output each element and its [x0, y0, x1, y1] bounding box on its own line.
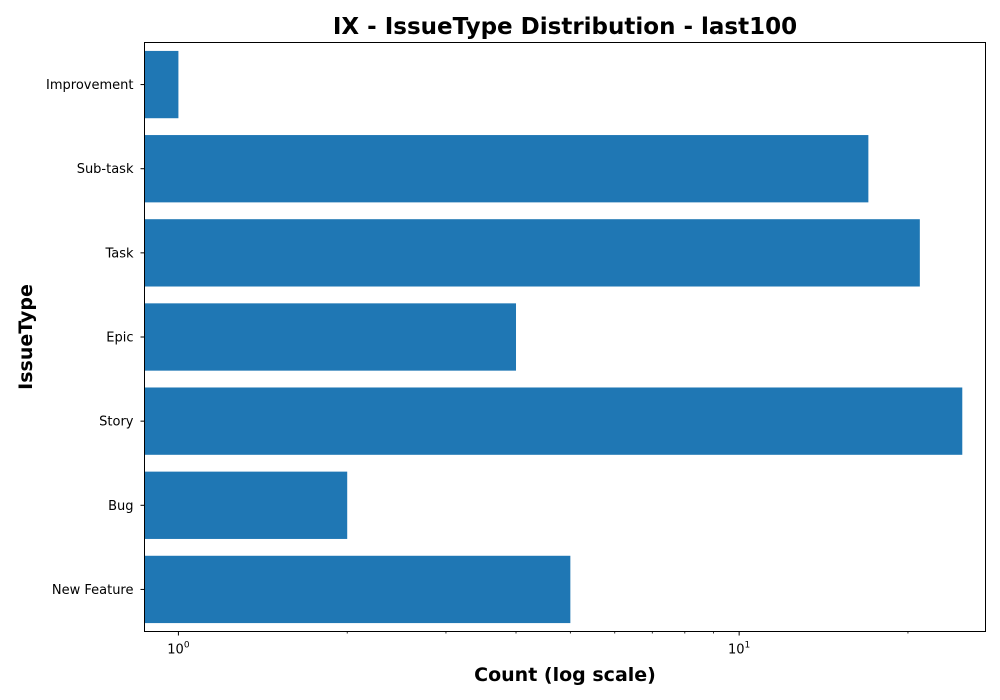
y-tick-label-task: Task: [104, 246, 134, 261]
x-tick-label-base: 10: [167, 643, 184, 658]
bars-layer: [144, 50, 963, 624]
y-axis-ticks: Improvement Sub-task Task Epic Story Bug New F…: [46, 78, 145, 598]
x-tick-label: 101: [728, 641, 750, 658]
bar-sub-task: [144, 135, 869, 203]
bar-epic: [144, 303, 517, 371]
x-tick-label-exponent: 0: [184, 641, 190, 651]
bar-improvement: [144, 50, 179, 119]
y-axis-label: IssueType: [15, 284, 37, 390]
x-tick-label: 100: [167, 641, 190, 658]
y-tick-label-improvement: Improvement: [46, 78, 133, 93]
x-tick-label-exponent: 1: [745, 641, 751, 651]
x-tick-label-base: 10: [728, 643, 745, 658]
y-tick-label-story: Story: [99, 415, 134, 430]
x-axis-ticks: 100 101: [167, 631, 909, 658]
y-tick-label-epic: Epic: [106, 331, 133, 346]
bar-new-feature: [144, 555, 571, 624]
y-tick-label-sub-task: Sub-task: [77, 162, 134, 177]
chart-title: IX - IssueType Distribution - last100: [333, 14, 797, 40]
y-tick-label-bug: Bug: [108, 499, 133, 514]
bar-task: [144, 219, 920, 287]
y-tick-label-new-feature: New Feature: [52, 583, 134, 598]
bar-bug: [144, 471, 348, 539]
bar-story: [144, 387, 963, 455]
x-axis-label: Count (log scale): [474, 664, 656, 686]
